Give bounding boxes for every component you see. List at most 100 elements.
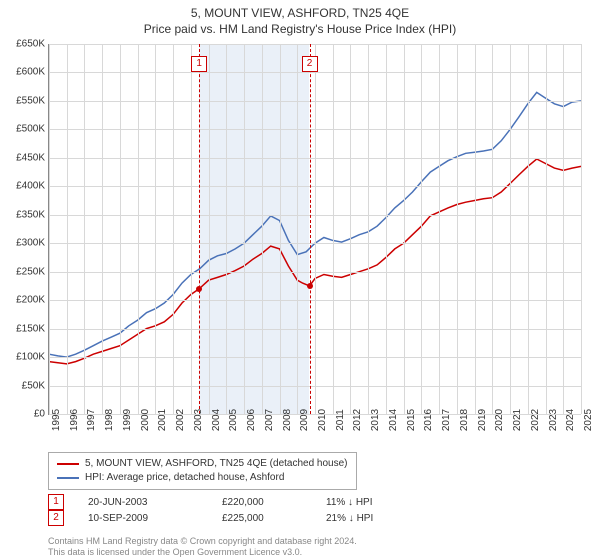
x-axis-label: 2014 <box>388 409 399 431</box>
gridline-v <box>439 44 440 414</box>
gridline-v <box>333 44 334 414</box>
x-axis-label: 2004 <box>211 409 222 431</box>
footer: Contains HM Land Registry data © Crown c… <box>48 536 357 558</box>
y-axis-label: £0 <box>5 409 45 420</box>
gridline-v <box>244 44 245 414</box>
legend-row-property: 5, MOUNT VIEW, ASHFORD, TN25 4QE (detach… <box>57 457 348 471</box>
x-axis-label: 2023 <box>548 409 559 431</box>
x-axis-label: 1995 <box>51 409 62 431</box>
y-axis-label: £650K <box>5 39 45 50</box>
marker-line <box>310 44 311 414</box>
x-axis-label: 2018 <box>459 409 470 431</box>
gridline-v <box>262 44 263 414</box>
gridline-v <box>191 44 192 414</box>
legend-row-hpi: HPI: Average price, detached house, Ashf… <box>57 471 348 485</box>
legend-label-hpi: HPI: Average price, detached house, Ashf… <box>85 471 284 485</box>
legend-swatch-hpi <box>57 477 79 479</box>
x-axis-label: 2015 <box>406 409 417 431</box>
x-axis-label: 1996 <box>69 409 80 431</box>
gridline-v <box>49 44 50 414</box>
tx-delta: 21% ↓ HPI <box>326 513 373 524</box>
legend-label-property: 5, MOUNT VIEW, ASHFORD, TN25 4QE (detach… <box>85 457 348 471</box>
x-axis-label: 2010 <box>317 409 328 431</box>
y-axis-label: £450K <box>5 152 45 163</box>
y-axis-label: £150K <box>5 323 45 334</box>
y-axis-label: £300K <box>5 238 45 249</box>
tx-date: 10-SEP-2009 <box>88 513 198 524</box>
gridline-v <box>475 44 476 414</box>
marker-line <box>199 44 200 414</box>
marker-box-icon: 2 <box>302 56 318 72</box>
gridline-v <box>67 44 68 414</box>
y-axis-label: £250K <box>5 266 45 277</box>
gridline-v <box>421 44 422 414</box>
y-axis-label: £350K <box>5 209 45 220</box>
transaction-table: 1 20-JUN-2003 £220,000 11% ↓ HPI 2 10-SE… <box>48 494 373 526</box>
gridline-v <box>120 44 121 414</box>
gridline-v <box>84 44 85 414</box>
gridline-v <box>226 44 227 414</box>
y-axis-label: £100K <box>5 352 45 363</box>
footer-line: This data is licensed under the Open Gov… <box>48 547 357 558</box>
gridline-v <box>173 44 174 414</box>
x-axis-label: 2003 <box>193 409 204 431</box>
footer-line: Contains HM Land Registry data © Crown c… <box>48 536 357 547</box>
gridline-v <box>404 44 405 414</box>
gridline-v <box>315 44 316 414</box>
x-axis-label: 2007 <box>264 409 275 431</box>
gridline-v <box>280 44 281 414</box>
legend: 5, MOUNT VIEW, ASHFORD, TN25 4QE (detach… <box>48 452 357 490</box>
gridline-v <box>138 44 139 414</box>
title-sub: Price paid vs. HM Land Registry's House … <box>0 22 600 36</box>
x-axis-label: 2020 <box>494 409 505 431</box>
gridline-v <box>102 44 103 414</box>
y-axis-label: £200K <box>5 295 45 306</box>
gridline-v <box>297 44 298 414</box>
gridline-v <box>457 44 458 414</box>
y-axis-label: £500K <box>5 124 45 135</box>
x-axis-label: 2005 <box>228 409 239 431</box>
gridline-v <box>563 44 564 414</box>
x-axis-label: 2013 <box>370 409 381 431</box>
table-row: 1 20-JUN-2003 £220,000 11% ↓ HPI <box>48 494 373 510</box>
x-axis-label: 2016 <box>423 409 434 431</box>
gridline-v <box>528 44 529 414</box>
gridline-v <box>510 44 511 414</box>
chart-container: 5, MOUNT VIEW, ASHFORD, TN25 4QE Price p… <box>0 0 600 560</box>
x-axis-label: 2000 <box>140 409 151 431</box>
tx-date: 20-JUN-2003 <box>88 497 198 508</box>
gridline-v <box>155 44 156 414</box>
x-axis-label: 2009 <box>299 409 310 431</box>
x-axis-label: 2008 <box>282 409 293 431</box>
y-axis-label: £50K <box>5 380 45 391</box>
x-axis-label: 2022 <box>530 409 541 431</box>
x-axis-label: 2012 <box>352 409 363 431</box>
tx-price: £220,000 <box>222 497 302 508</box>
marker-box-icon: 1 <box>191 56 207 72</box>
x-axis-label: 2025 <box>583 409 594 431</box>
table-row: 2 10-SEP-2009 £225,000 21% ↓ HPI <box>48 510 373 526</box>
x-axis-label: 2011 <box>335 409 346 431</box>
marker-dot-icon <box>307 283 313 289</box>
tx-marker-icon: 2 <box>48 510 64 526</box>
title-main: 5, MOUNT VIEW, ASHFORD, TN25 4QE <box>0 6 600 20</box>
gridline-v <box>492 44 493 414</box>
chart-area: 12 <box>48 44 581 415</box>
tx-price: £225,000 <box>222 513 302 524</box>
x-axis-label: 2019 <box>477 409 488 431</box>
x-axis-label: 2021 <box>512 409 523 431</box>
gridline-v <box>350 44 351 414</box>
legend-swatch-property <box>57 463 79 465</box>
x-axis-label: 2024 <box>565 409 576 431</box>
x-axis-label: 2017 <box>441 409 452 431</box>
tx-delta: 11% ↓ HPI <box>326 497 373 508</box>
x-axis-label: 2002 <box>175 409 186 431</box>
x-axis-label: 1998 <box>104 409 115 431</box>
gridline-v <box>581 44 582 414</box>
gridline-v <box>209 44 210 414</box>
tx-marker-icon: 1 <box>48 494 64 510</box>
x-axis-label: 1999 <box>122 409 133 431</box>
marker-dot-icon <box>196 286 202 292</box>
x-axis-label: 1997 <box>86 409 97 431</box>
titles: 5, MOUNT VIEW, ASHFORD, TN25 4QE Price p… <box>0 0 600 36</box>
